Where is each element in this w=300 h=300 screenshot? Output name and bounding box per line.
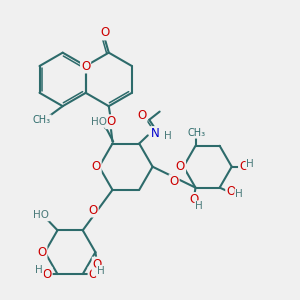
Text: CH₃: CH₃ <box>187 128 205 138</box>
Text: O: O <box>169 175 179 188</box>
Text: O: O <box>176 160 185 173</box>
Text: O: O <box>37 246 46 259</box>
Text: HO: HO <box>33 210 49 220</box>
Text: CH₃: CH₃ <box>33 115 51 125</box>
Text: HO: HO <box>91 117 107 127</box>
Text: O: O <box>88 268 98 281</box>
Text: O: O <box>93 258 102 271</box>
Text: N: N <box>151 127 160 140</box>
Text: O: O <box>43 268 52 281</box>
Text: O: O <box>88 204 98 217</box>
Text: O: O <box>106 115 115 128</box>
Text: O: O <box>239 160 248 173</box>
Text: O: O <box>92 160 101 173</box>
Text: H: H <box>97 266 104 276</box>
Text: H: H <box>235 189 243 199</box>
Text: H: H <box>195 201 203 211</box>
Text: O: O <box>81 59 90 73</box>
Text: H: H <box>164 131 172 141</box>
Text: O: O <box>100 26 110 40</box>
Text: O: O <box>226 185 236 198</box>
Text: O: O <box>137 109 146 122</box>
Text: H: H <box>35 265 43 275</box>
Text: O: O <box>189 193 198 206</box>
Text: H: H <box>97 266 105 276</box>
Text: H: H <box>246 159 254 169</box>
